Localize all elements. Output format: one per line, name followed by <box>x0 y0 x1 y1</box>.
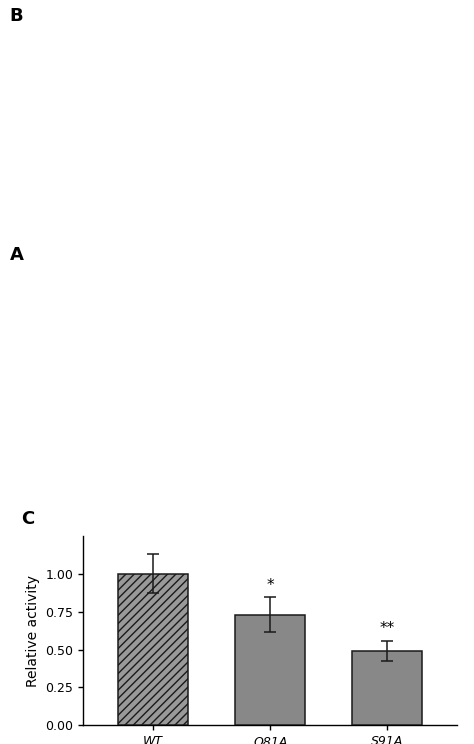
Text: *: * <box>266 577 274 592</box>
Bar <box>235 615 305 725</box>
Bar <box>118 574 188 725</box>
Text: **: ** <box>380 621 395 636</box>
Y-axis label: Relative activity: Relative activity <box>26 574 40 687</box>
Text: B: B <box>9 7 23 25</box>
Bar <box>352 651 422 725</box>
Text: C: C <box>21 510 35 528</box>
Text: A: A <box>9 246 23 263</box>
